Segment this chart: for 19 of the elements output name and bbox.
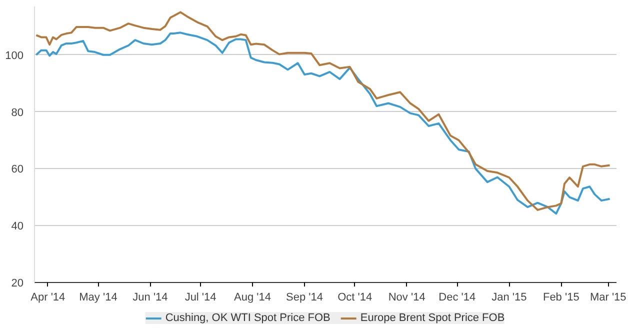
x-tick-label: Nov '14 [388, 292, 426, 304]
y-tick-label: 80 [11, 106, 24, 119]
y-tick-label: 60 [11, 164, 24, 176]
y-tick-label: 20 [11, 278, 24, 290]
x-tick-label: Oct '14 [338, 292, 372, 304]
x-tick-label: Aug '14 [234, 292, 272, 304]
x-tick-label: Dec '14 [438, 292, 476, 304]
y-tick-label: 100 [5, 50, 24, 62]
y-tick-label: 40 [11, 220, 24, 233]
legend-label: Europe Brent Spot Price FOB [360, 312, 505, 324]
x-tick-label: Mar '15 [590, 292, 626, 304]
x-tick-label: Jul '14 [184, 292, 216, 304]
x-tick-label: Feb '15 [542, 292, 580, 304]
x-tick-label: Jun '14 [132, 292, 168, 304]
x-tick-label: Apr '14 [30, 292, 66, 304]
legend-label: Cushing, OK WTI Spot Price FOB [165, 312, 330, 324]
x-tick-label: Jan '15 [492, 292, 527, 304]
x-tick-label: Sep '14 [286, 292, 324, 304]
x-tick-label: May '14 [79, 292, 118, 304]
